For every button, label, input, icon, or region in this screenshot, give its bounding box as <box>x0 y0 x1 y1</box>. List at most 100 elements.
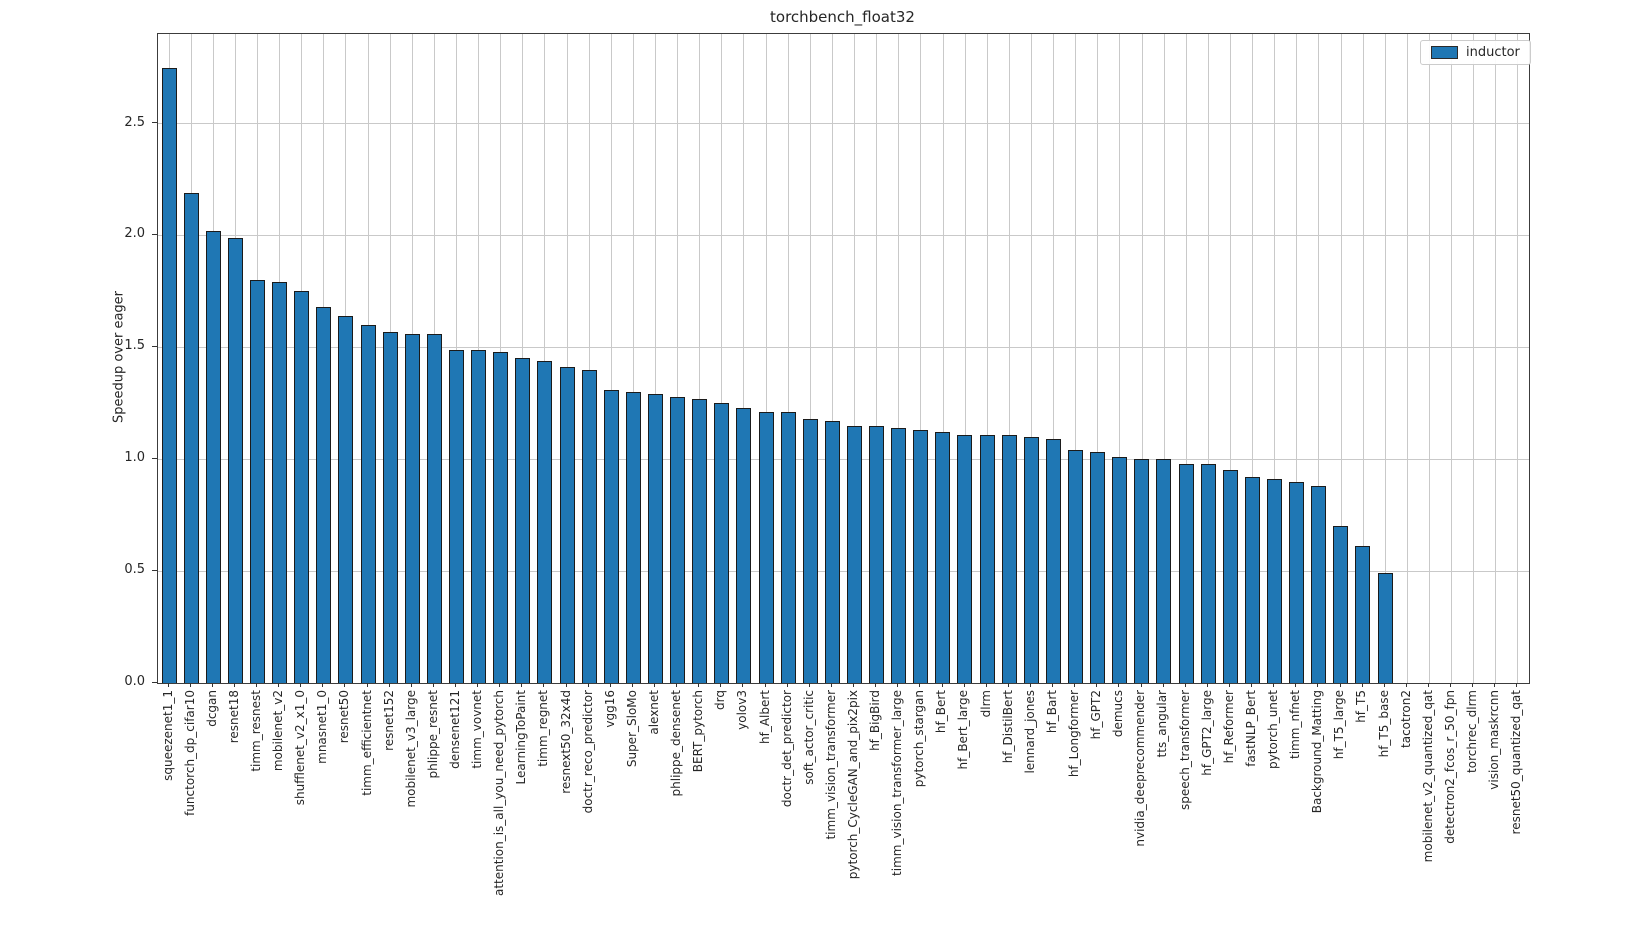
x-tick-label: mobilenet_v2 <box>271 690 286 772</box>
x-tick-mark <box>1494 683 1496 687</box>
x-tick-mark <box>830 683 832 687</box>
x-tick-mark <box>1295 683 1297 687</box>
bar <box>1045 439 1061 683</box>
v-gridline <box>1053 34 1055 683</box>
x-tick-mark <box>963 683 965 687</box>
x-tick-label: resnet18 <box>226 690 241 744</box>
v-gridline <box>544 34 546 683</box>
x-tick-label: vision_maskrcnn <box>1487 690 1502 790</box>
x-tick-mark <box>698 683 700 687</box>
bar <box>249 280 265 683</box>
v-gridline <box>1384 34 1386 683</box>
bar-slot <box>556 34 578 683</box>
bar <box>515 358 531 683</box>
bar-slot <box>578 34 600 683</box>
x-tick-label: resnet50 <box>337 690 352 744</box>
bar-slot <box>1109 34 1131 683</box>
bar <box>670 397 686 683</box>
x-tick-label: hf_GPT2 <box>1089 690 1104 740</box>
x-label-slot: hf_Bart <box>1041 690 1063 733</box>
bar-slot <box>976 34 998 683</box>
x-label-slot: densenet121 <box>444 690 466 769</box>
x-tick-label: dcgan <box>204 690 219 727</box>
x-label-slot: hf_Albert <box>754 690 776 744</box>
x-tick-label: timm_vision_transformer <box>823 690 838 840</box>
bar <box>1333 526 1349 683</box>
chart-title: torchbench_float32 <box>770 8 915 26</box>
x-tick-label: Background_Matting <box>1310 690 1325 814</box>
bar-slot <box>1087 34 1109 683</box>
y-tick-label: 1.5 <box>124 338 145 354</box>
v-gridline <box>743 34 745 683</box>
y-tick-label: 0.0 <box>124 674 145 689</box>
x-label-slot: hf_GPT2_large <box>1196 690 1218 776</box>
x-tick-label: dlrm <box>978 690 993 718</box>
v-gridline <box>854 34 856 683</box>
bar <box>205 231 221 683</box>
bar-slot <box>910 34 932 683</box>
x-tick-mark <box>919 683 921 687</box>
x-tick-mark <box>875 683 877 687</box>
v-gridline <box>1008 34 1010 683</box>
bar-slot <box>1330 34 1352 683</box>
bar-slot <box>1418 34 1440 683</box>
v-gridline <box>920 34 922 683</box>
x-label-slot: hf_Bert_large <box>953 690 975 770</box>
v-gridline <box>699 34 701 683</box>
bar <box>581 370 597 683</box>
v-gridline <box>1229 34 1231 683</box>
x-tick-mark <box>1317 683 1319 687</box>
bar-slot <box>291 34 313 683</box>
x-tick-mark <box>764 683 766 687</box>
bar <box>692 399 708 683</box>
x-tick-label: hf_T5_base <box>1376 690 1391 758</box>
bar-slot <box>335 34 357 683</box>
x-label-slot: demucs <box>1108 690 1130 737</box>
bar <box>1267 479 1283 683</box>
bar-slot <box>1064 34 1086 683</box>
x-tick-mark <box>300 683 302 687</box>
y-tick-label: 1.0 <box>124 450 145 466</box>
x-tick-mark <box>897 683 899 687</box>
x-tick-mark <box>1361 683 1363 687</box>
x-tick-mark <box>1339 683 1341 687</box>
bar-slot <box>468 34 490 683</box>
x-label-slot: hf_T5 <box>1351 690 1373 723</box>
x-label-slot: hf_GPT2 <box>1086 690 1108 739</box>
x-tick-label: drq <box>713 690 728 710</box>
bar-slot <box>1241 34 1263 683</box>
bar-slot <box>401 34 423 683</box>
x-label-slot: LearningToPaint <box>511 690 533 784</box>
y-tick-mark <box>152 233 157 235</box>
bar <box>603 390 619 683</box>
bar <box>338 316 354 683</box>
x-label-slot: shufflenet_v2_x1_0 <box>290 690 312 805</box>
bar <box>647 394 663 683</box>
x-tick-mark <box>256 683 257 687</box>
bar-slot <box>313 34 335 683</box>
bar <box>493 352 509 683</box>
v-gridline <box>632 34 634 683</box>
bar <box>1090 452 1106 683</box>
x-tick-label: hf_Bart <box>1044 690 1059 734</box>
x-tick-mark <box>1074 683 1076 687</box>
v-gridline <box>831 34 833 683</box>
bar-slot <box>1485 34 1507 683</box>
x-tick-mark <box>985 683 987 687</box>
bar <box>161 68 177 683</box>
x-label-slot: tts_angular <box>1152 690 1174 757</box>
x-label-slot: lennard_jones <box>1019 690 1041 774</box>
y-tick-label: 2.5 <box>124 114 145 130</box>
x-tick-label: nvidia_deeprecommender <box>1133 690 1148 847</box>
x-tick-mark <box>1405 683 1407 687</box>
x-label-slot: fastNLP_Bert <box>1240 690 1262 767</box>
x-tick-mark <box>1118 683 1120 687</box>
x-tick-label: timm_resnest <box>248 690 263 772</box>
x-tick-label: hf_T5_large <box>1332 690 1347 760</box>
v-gridline <box>1473 34 1475 683</box>
bar <box>1156 459 1172 683</box>
x-label-slot: squeezenet1_1 <box>157 690 179 781</box>
x-label-slot: doctr_det_predictor <box>776 690 798 807</box>
bar-slot <box>534 34 556 683</box>
x-tick-label: functorch_dp_cifar10 <box>182 690 197 816</box>
